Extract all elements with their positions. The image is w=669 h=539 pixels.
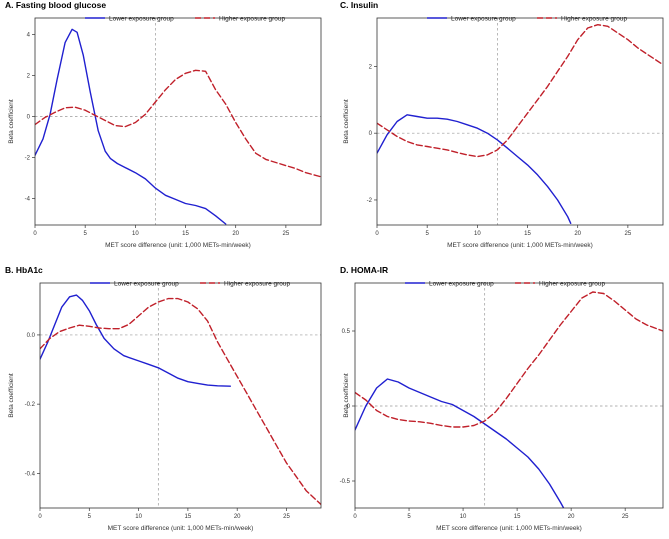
x-tick-label: 10: [135, 514, 142, 520]
x-tick-label: 15: [185, 514, 192, 520]
chart-panel-4: D. HOMA-IR 0 5 10 15 20 25 -0.5 0 0.5 MET score di…: [340, 265, 664, 532]
chart-panel-3: B. HbA1c 0 5 10 15 20 25 -0.4 -0.2 0.0 MET score d…: [5, 265, 322, 532]
y-tick-label: 4: [27, 32, 31, 38]
legend: Lower exposure group Higher exposure grou…: [405, 280, 606, 287]
y-tick-label: 0: [347, 404, 351, 410]
y-tick-label: -2: [25, 155, 31, 161]
higher-exposure-line: [40, 297, 321, 506]
panel-title: C. Insulin: [340, 0, 378, 10]
x-tick-label: 5: [88, 514, 92, 520]
x-tick-label: 25: [283, 231, 290, 237]
panel-title: D. HOMA-IR: [340, 265, 388, 275]
x-tick-label: 25: [625, 231, 632, 237]
x-tick-label: 15: [524, 231, 531, 237]
y-tick-label: -0.5: [340, 479, 351, 485]
y-tick-label: 0: [27, 114, 31, 120]
x-tick-label: 20: [232, 231, 239, 237]
x-tick-label: 5: [84, 231, 88, 237]
plot-frame: [34, 17, 322, 226]
y-tick-label: 2: [27, 73, 31, 79]
x-tick-label: 0: [353, 514, 357, 520]
plot-frame: [376, 17, 664, 226]
higher-exposure-line: [355, 291, 663, 428]
x-tick-label: 15: [514, 514, 521, 520]
legend-label: Higher exposure group: [539, 280, 606, 287]
y-axis-label: Beta coefficient: [343, 373, 350, 418]
x-tick-label: 0: [38, 514, 42, 520]
plot-frame: [39, 282, 322, 509]
x-tick-label: 25: [622, 514, 629, 520]
legend-label: Higher exposure group: [561, 15, 628, 22]
y-axis-label: Beta coefficient: [8, 99, 15, 144]
panel-title: A. Fasting blood glucose: [5, 0, 106, 10]
x-axis-label: MET score difference (unit: 1,000 METs-m…: [436, 525, 582, 532]
x-tick-label: 15: [182, 231, 189, 237]
legend-label: Lower exposure group: [109, 15, 174, 22]
chart-panel-1: A. Fasting blood glucose 0 5 10 15 20 25 -4 -2 0 2…: [5, 0, 322, 249]
panel-title: B. HbA1c: [5, 265, 43, 275]
series-group: [377, 24, 663, 225]
y-tick-label: 2: [369, 64, 373, 70]
x-tick-label: 5: [426, 231, 430, 237]
higher-exposure-line: [35, 69, 321, 178]
x-tick-label: 5: [407, 514, 411, 520]
x-tick-label: 0: [33, 231, 37, 237]
x-tick-label: 20: [568, 514, 575, 520]
legend: Lower exposure group Higher exposure grou…: [85, 15, 286, 22]
y-tick-label: 0.0: [27, 333, 36, 339]
y-tick-label: 0: [369, 131, 373, 137]
y-tick-label: 0.5: [342, 329, 351, 335]
y-axis-label: Beta coefficient: [343, 99, 350, 144]
legend-label: Lower exposure group: [429, 280, 494, 287]
lower-exposure-line: [355, 378, 565, 508]
x-tick-label: 10: [474, 231, 481, 237]
legend-label: Higher exposure group: [224, 280, 291, 287]
y-tick-label: -2: [367, 198, 373, 204]
x-axis-label: MET score difference (unit: 1,000 METs-m…: [447, 242, 593, 249]
higher-exposure-line: [377, 24, 663, 158]
y-tick-label: -0.2: [25, 402, 36, 408]
lower-exposure-line: [377, 114, 572, 225]
series-group: [355, 291, 663, 508]
lower-exposure-line: [35, 28, 227, 225]
x-tick-label: 25: [283, 514, 290, 520]
legend-label: Lower exposure group: [114, 280, 179, 287]
y-tick-label: -4: [25, 196, 31, 202]
x-tick-label: 10: [460, 514, 467, 520]
legend-label: Lower exposure group: [451, 15, 516, 22]
y-axis-label: Beta coefficient: [8, 373, 15, 418]
chart-panel-2: C. Insulin 0 5 10 15 20 25 -2 0 2 MET score differ…: [340, 0, 664, 249]
lower-exposure-line: [40, 294, 232, 387]
x-tick-label: 20: [234, 514, 241, 520]
x-tick-label: 0: [375, 231, 379, 237]
legend-label: Higher exposure group: [219, 15, 286, 22]
x-tick-label: 10: [132, 231, 139, 237]
x-tick-label: 20: [574, 231, 581, 237]
legend: Lower exposure group Higher exposure grou…: [90, 280, 291, 287]
y-tick-label: -0.4: [25, 471, 36, 477]
series-group: [40, 294, 321, 506]
x-axis-label: MET score difference (unit: 1,000 METs-m…: [108, 525, 254, 532]
legend: Lower exposure group Higher exposure grou…: [427, 15, 628, 22]
plot-frame: [354, 282, 664, 509]
series-group: [35, 28, 321, 225]
x-axis-label: MET score difference (unit: 1,000 METs-m…: [105, 242, 251, 249]
